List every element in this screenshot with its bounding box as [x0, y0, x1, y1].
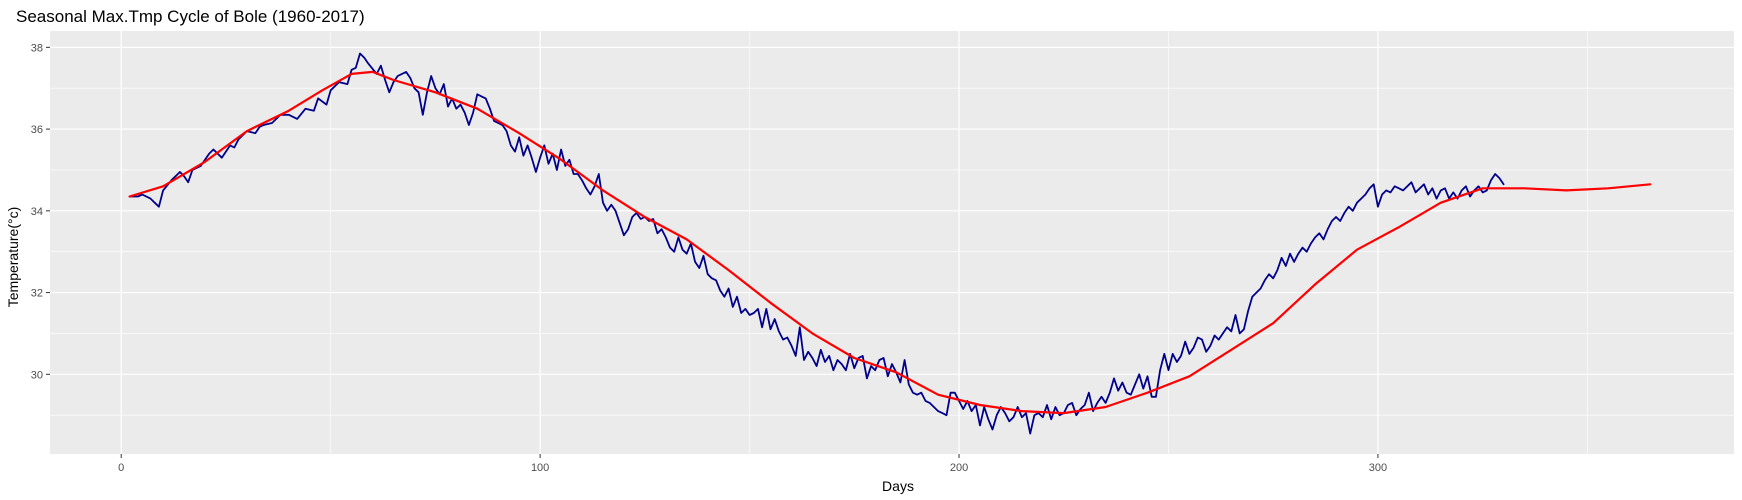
x-axis-ticks: 0 100 200 300	[118, 454, 1387, 474]
series-line-daily	[128, 52, 1505, 435]
plot-panel	[50, 31, 1734, 454]
chart-title: Seasonal Max.Tmp Cycle of Bole (1960-201…	[16, 7, 365, 26]
series-layer	[128, 52, 1652, 435]
x-tick-label: 100	[531, 462, 549, 474]
major-gridlines	[50, 31, 1734, 454]
x-tick-label: 200	[950, 462, 968, 474]
y-axis-title: Temperature(°c)	[5, 207, 21, 308]
minor-gridlines	[50, 31, 1734, 454]
y-tick-label: 34	[31, 206, 43, 218]
x-tick-label: 300	[1369, 462, 1387, 474]
y-axis-ticks: 30 32 34 36 38	[31, 42, 50, 381]
x-tick-label: 0	[118, 462, 124, 474]
series-line-smoothed	[128, 70, 1652, 415]
y-tick-label: 36	[31, 124, 43, 136]
x-axis-title: Days	[882, 478, 914, 494]
y-tick-label: 32	[31, 288, 43, 300]
y-tick-label: 30	[31, 369, 43, 381]
y-tick-label: 38	[31, 42, 43, 54]
